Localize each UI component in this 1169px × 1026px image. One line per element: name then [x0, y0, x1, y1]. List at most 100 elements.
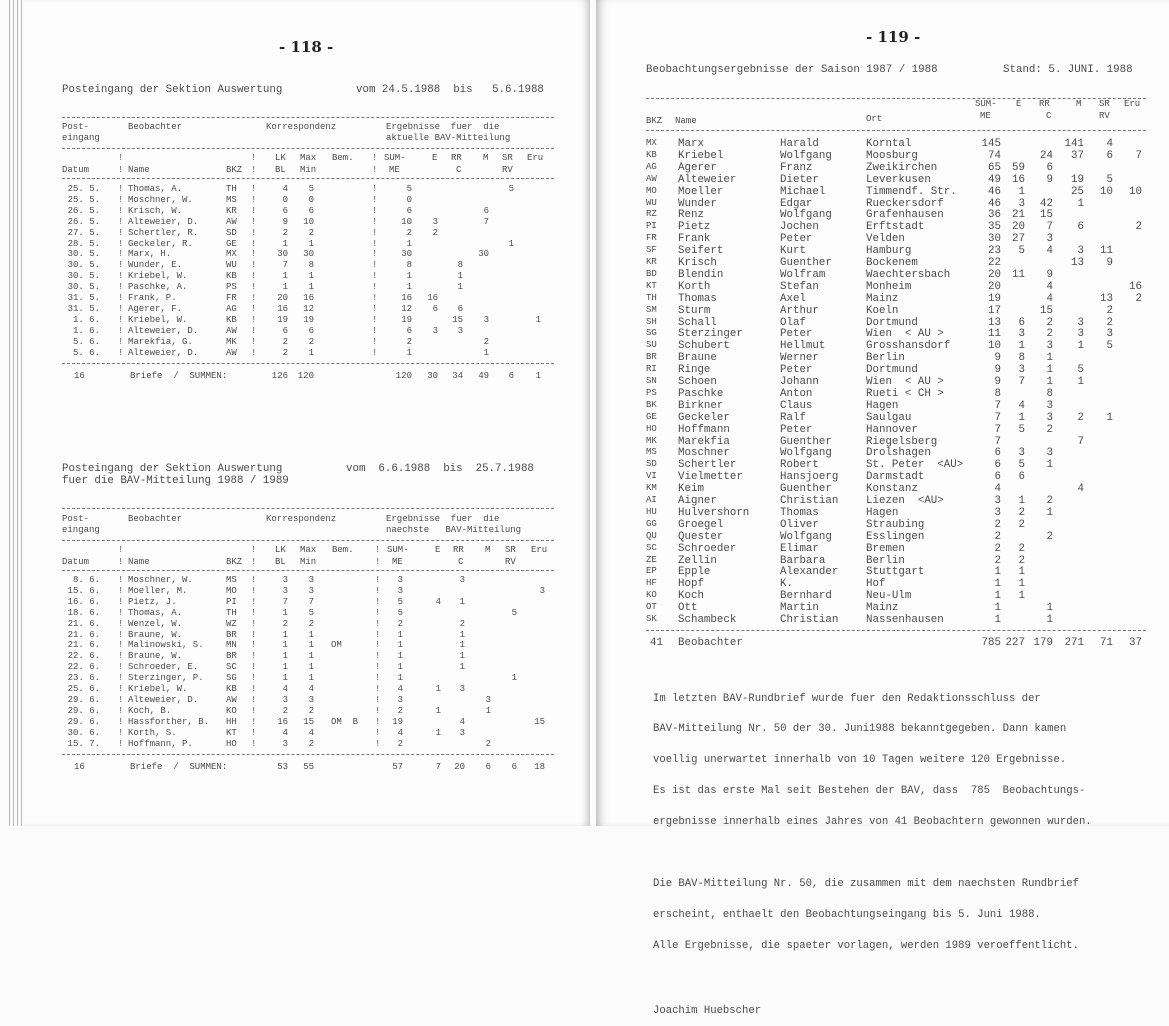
row-e: 3	[1018, 328, 1025, 341]
row-date: 31. 5.	[67, 303, 100, 314]
row-m: 19	[1071, 173, 1084, 186]
row-rr: 3	[1046, 411, 1053, 424]
column-separator: !	[372, 325, 378, 336]
row-ort: Hagen	[866, 506, 899, 519]
column-separator: !	[251, 618, 257, 629]
row-lk: 4	[282, 727, 288, 738]
row-sum: 1	[397, 629, 403, 640]
signature: Joachim Huebscher	[653, 1004, 762, 1017]
row-date: 21. 6.	[67, 618, 100, 629]
row-bkz: KR	[646, 257, 657, 267]
row-rr: 15	[1040, 209, 1053, 222]
row-sum: 6	[406, 325, 412, 336]
row-bkz: BR	[646, 352, 657, 363]
row-lk: 1	[282, 282, 288, 293]
column-separator: !	[118, 165, 124, 175]
header-datum: Datum	[62, 557, 90, 567]
row-lk: 1	[282, 662, 288, 673]
row-bkz: SU	[646, 340, 657, 351]
row-bkz: KT	[646, 280, 657, 291]
row-rr: 15	[1040, 304, 1053, 317]
row-ort: Waechtersbach	[866, 268, 951, 281]
header-max: Max	[300, 153, 317, 163]
row-bkz: RZ	[646, 209, 657, 220]
header-bl: BL	[275, 165, 286, 175]
row-e: 6	[1018, 316, 1025, 329]
row-bkz: MK	[646, 435, 657, 446]
total-sr: 71	[1100, 637, 1113, 649]
column-separator: !	[372, 238, 378, 249]
row-rr: 2	[1046, 423, 1053, 436]
row-bkz: FR	[646, 233, 657, 244]
row-bkz: PI	[226, 596, 237, 607]
row-sum: 1	[994, 614, 1001, 626]
row-firstname: Edgar	[780, 197, 813, 210]
row-sum: 19	[988, 292, 1001, 305]
header-name: Name	[128, 557, 150, 567]
row-name: Alteweier, D.	[128, 216, 199, 227]
row-e: 1	[435, 705, 441, 716]
row-bkz: SF	[646, 245, 657, 256]
row-sum: 6	[406, 205, 412, 216]
row-ort: Saulgau	[866, 411, 912, 424]
total-max: 55	[303, 762, 314, 773]
row-name: Sterzinger, P.	[128, 673, 204, 684]
header-ort: Ort	[866, 114, 883, 124]
column-separator: !	[118, 249, 124, 260]
header-rr: RR	[451, 153, 462, 163]
row-sum: 36	[988, 209, 1001, 222]
row-date: 8. 6.	[72, 575, 100, 585]
row-rr: 1	[1046, 506, 1053, 519]
row-sum: 46	[988, 197, 1001, 210]
row-surname: Geckeler	[678, 411, 730, 424]
header-sum: SUM-	[975, 99, 997, 109]
row-bkz: FR	[226, 293, 237, 303]
column-separator: !	[118, 282, 124, 293]
row-sum: 12	[401, 303, 412, 314]
row-surname: Alteweier	[678, 173, 737, 186]
header-c: C	[458, 557, 464, 567]
column-separator: !	[251, 216, 257, 227]
column-separator: !	[118, 640, 124, 651]
row-e: 7	[1018, 376, 1025, 388]
column-separator: !	[251, 640, 257, 651]
row-name: Hoffmann, P.	[128, 738, 193, 749]
column-separator: !	[118, 293, 124, 303]
header-c: C	[1046, 111, 1052, 121]
row-e: 16	[427, 293, 438, 303]
row-name: Braune, W.	[128, 629, 183, 640]
header-eru: Eru	[531, 545, 548, 555]
column-separator: !	[118, 325, 124, 336]
row-sr: 2	[1106, 304, 1113, 317]
row-surname: Hulvershorn	[678, 506, 750, 519]
row-e: 3	[432, 216, 438, 227]
row-lk: 1	[282, 640, 288, 651]
row-bkz: AW	[226, 216, 237, 227]
row-name: Thomas, A.	[128, 184, 183, 194]
row-lk: 6	[282, 325, 288, 336]
row-ort: Liezen <AU>	[866, 495, 944, 507]
header-rv: RV	[502, 165, 513, 175]
row-m: 141	[1064, 138, 1084, 150]
column-separator: !	[118, 238, 124, 249]
column-separator: !	[372, 184, 378, 194]
row-surname: Hoffmann	[678, 423, 730, 436]
row-name: Krisch, W.	[128, 205, 183, 216]
row-lk: 1	[282, 651, 288, 662]
row-sr: 13	[1100, 292, 1113, 305]
row-firstname: Peter	[780, 423, 813, 436]
total-rr: 179	[1033, 637, 1053, 649]
column-separator: !	[118, 596, 124, 607]
row-max: 3	[308, 575, 314, 585]
row-date: 16. 6.	[67, 596, 100, 607]
column-separator: !	[372, 314, 378, 325]
row-surname: Sterzinger	[678, 328, 743, 341]
column-separator: !	[118, 347, 124, 358]
row-surname: Thomas	[678, 292, 717, 305]
row-sr: 1	[511, 673, 517, 684]
row-e: 1	[1018, 566, 1025, 579]
row-bkz: KT	[226, 727, 237, 738]
row-date: 27. 5.	[67, 227, 100, 238]
total-eru: 37	[1129, 637, 1142, 649]
row-sum: 17	[988, 304, 1001, 317]
